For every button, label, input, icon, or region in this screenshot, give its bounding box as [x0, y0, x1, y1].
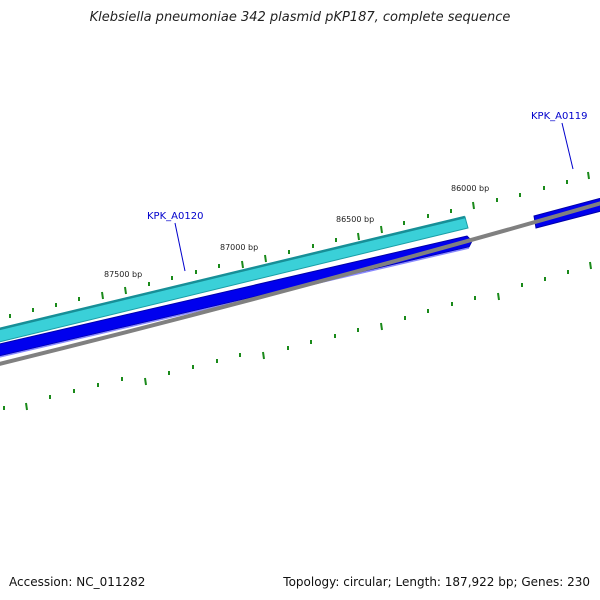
ruler-label: 86500 bp	[336, 215, 374, 224]
forward-feature-body[interactable]	[0, 216, 469, 343]
reverse-feature-body[interactable]	[0, 235, 473, 357]
gene-label[interactable]: KPK_A0120	[147, 211, 203, 222]
ruler-label: 86000 bp	[451, 184, 489, 193]
tick-mark	[380, 225, 383, 234]
tick-mark	[264, 254, 267, 263]
forward-feature-edge	[0, 215, 466, 331]
ruler-label: 87000 bp	[220, 243, 258, 252]
gene-label-group[interactable]: KPK_A0119	[531, 111, 587, 170]
tick-mark	[262, 351, 265, 360]
tick-mark	[589, 261, 592, 270]
map-title: Klebsiella pneumoniae 342 plasmid pKP187…	[89, 10, 511, 25]
tick-mark	[241, 260, 244, 269]
ruler-label: 87500 bp	[104, 270, 142, 279]
tick-mark	[587, 171, 590, 180]
tick-mark	[25, 402, 28, 411]
inner-tick-ring	[3, 261, 592, 411]
tick-mark	[497, 292, 500, 301]
tick-mark	[101, 291, 104, 300]
outer-tick-ring	[9, 171, 590, 318]
tick-mark	[380, 322, 383, 331]
accession-label: Accession: NC_011282	[9, 575, 146, 589]
ruler-labels: 87500 bp 87000 bp 86500 bp 86000 bp	[104, 184, 489, 279]
gene-leader-line	[561, 122, 574, 170]
tick-mark	[144, 377, 147, 386]
reverse-strand-feature-left[interactable]	[0, 235, 473, 358]
forward-strand-feature[interactable]	[0, 215, 469, 343]
tick-mark	[357, 232, 360, 241]
gene-label[interactable]: KPK_A0119	[531, 111, 587, 122]
tick-mark	[124, 286, 127, 295]
gene-leader-line	[174, 222, 186, 272]
sequence-summary: Topology: circular; Length: 187,922 bp; …	[283, 575, 590, 589]
gene-label-group[interactable]: KPK_A0120	[147, 211, 203, 272]
tick-mark	[472, 201, 475, 210]
plasmid-backbone	[0, 201, 600, 366]
